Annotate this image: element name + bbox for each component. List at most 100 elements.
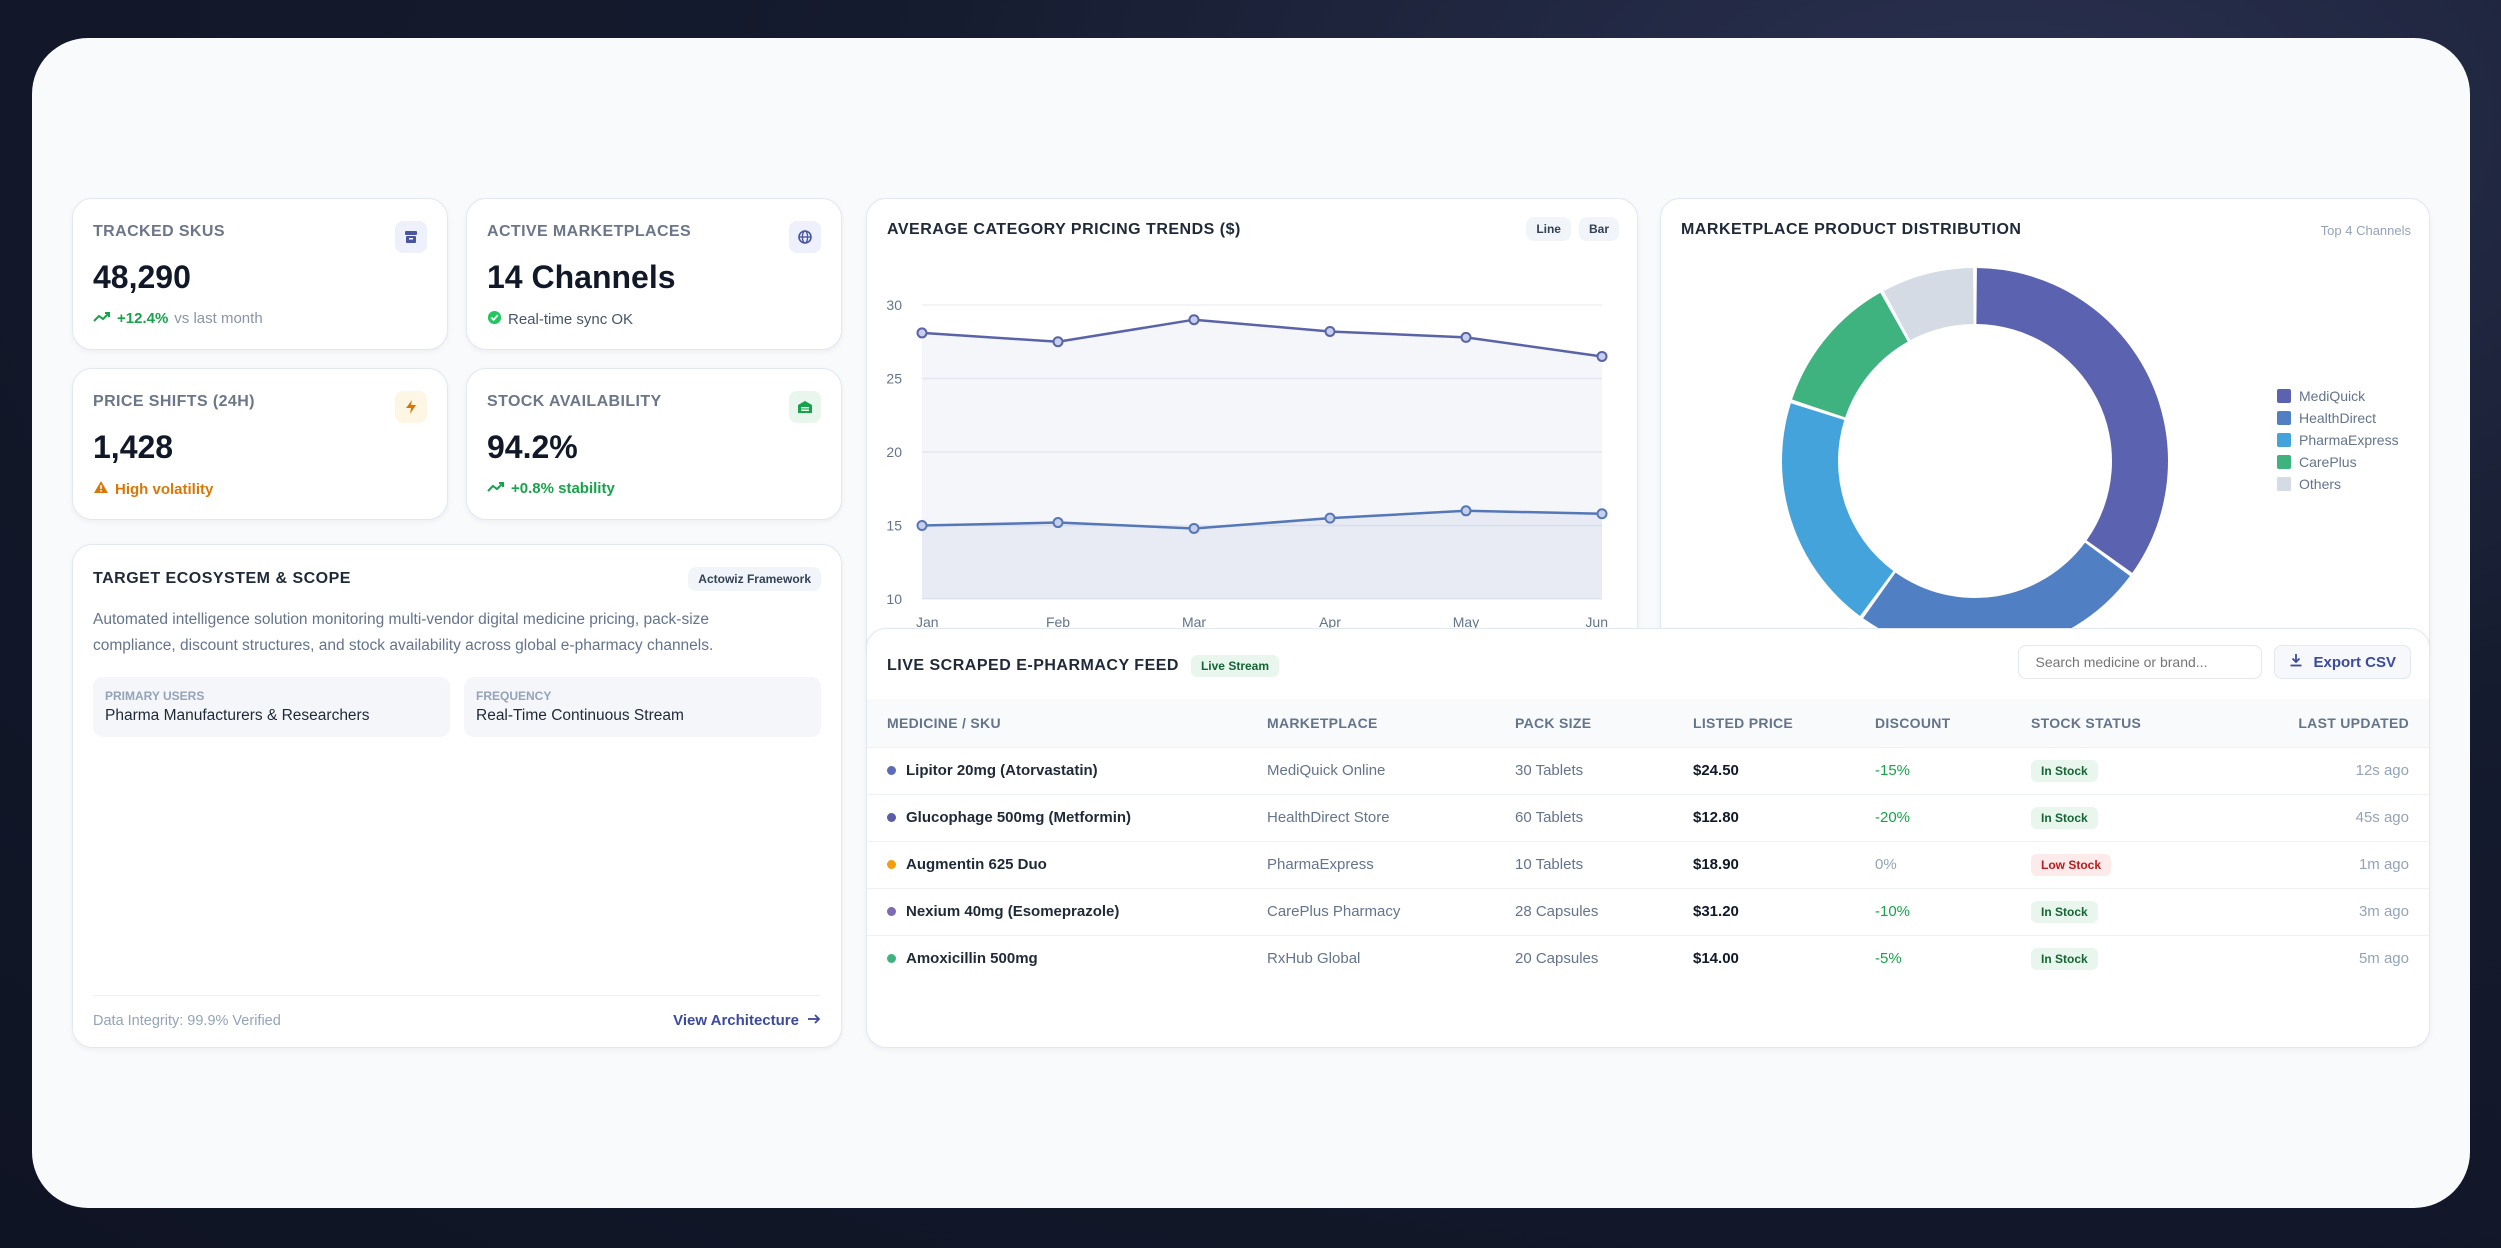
data-point[interactable] (916, 520, 928, 531)
distribution-donut-chart: MediQuick HealthDirect PharmaExpress CarePl… (1782, 268, 2399, 654)
series-area (922, 510, 1602, 599)
pack-size-cell: 10 Tablets (1515, 840, 1693, 888)
column-header-stock-status[interactable]: STOCK STATUS (2031, 714, 2142, 731)
marketplace-dot (887, 860, 896, 869)
legend-label: PharmaExpress (2299, 432, 2399, 448)
table-row[interactable]: Nexium 40mg (Esomeprazole) CarePlus Pharm… (867, 887, 2429, 935)
data-point[interactable] (1460, 331, 1472, 343)
donut-slice[interactable] (1792, 292, 1908, 418)
data-point[interactable] (916, 327, 928, 339)
table-row[interactable]: Amoxicillin 500mg RxHub Global 20 Capsules… (867, 934, 2429, 982)
pricing-trends-card: AVERAGE CATEGORY PRICING TRENDS ($) Line… (866, 198, 1638, 664)
data-point[interactable] (1052, 336, 1064, 348)
frequency-box: FREQUENCY Real-Time Continuous Stream (464, 677, 821, 737)
kpi-tracked-skus: TRACKED SKUS 48,290 +12.4% vs last month (72, 198, 448, 350)
donut-slice[interactable] (1883, 268, 1974, 341)
medicine-name: Nexium 40mg (Esomeprazole) (906, 903, 1120, 920)
listed-price-cell: $18.90 (1693, 840, 1875, 888)
stock-status-cell: Low Stock (2031, 840, 2231, 888)
archive-icon (395, 221, 427, 253)
stock-status-cell: In Stock (2031, 934, 2231, 982)
donut-slice[interactable] (1863, 542, 2130, 654)
column-header-medicine[interactable]: MEDICINE / SKU (887, 714, 1001, 731)
data-point[interactable] (1188, 522, 1200, 534)
series-line (921, 509, 1603, 530)
data-point[interactable] (1596, 350, 1608, 362)
data-point[interactable] (1324, 512, 1336, 524)
discount-cell: -10% (1875, 887, 2031, 935)
kpi-stock-availability: STOCK AVAILABILITY 94.2% +0.8% stability (466, 368, 842, 520)
marketplace-dot (887, 907, 896, 916)
pack-size-cell: 30 Tablets (1515, 746, 1693, 794)
data-point[interactable] (1052, 517, 1064, 529)
export-csv-button[interactable]: Export CSV (2274, 645, 2411, 679)
kpi-value: 14 Channels (487, 259, 676, 295)
kpi-subtext: +0.8% stability (487, 480, 821, 497)
table-row[interactable]: Augmentin 625 Duo PharmaExpress 10 Tablets… (867, 840, 2429, 888)
series-line (921, 318, 1603, 358)
live-stream-badge: Live Stream (1190, 655, 1280, 677)
legend-swatch[interactable] (2277, 455, 2291, 469)
data-point[interactable] (1460, 505, 1472, 517)
table-row[interactable]: Glucophage 500mg (Metformin) HealthDirect… (867, 793, 2429, 841)
medicine-name: Amoxicillin 500mg (906, 950, 1038, 968)
last-updated-cell: 5m ago (2231, 934, 2429, 982)
marketplace-cell: HealthDirect Store (1267, 793, 1515, 841)
y-tick-label: 20 (886, 444, 902, 460)
y-tick-label: 15 (886, 518, 902, 534)
column-header-last-updated[interactable]: LAST UPDATED (2298, 714, 2409, 731)
kpi-label: ACTIVE MARKETPLACES (487, 223, 692, 240)
series-area (922, 319, 1602, 599)
legend-label: MediQuick (2299, 388, 2366, 404)
donut-slice[interactable] (1782, 403, 1894, 616)
pricing-trends-chart: 3025201510JanFebMarAprMayJunCardiovascul… (886, 297, 1608, 657)
legend-swatch[interactable] (2277, 477, 2291, 491)
table-row[interactable]: Lipitor 20mg (Atorvastatin) MediQuick Onl… (867, 746, 2429, 794)
y-tick-label: 10 (886, 591, 902, 607)
column-header-discount[interactable]: DISCOUNT (1875, 714, 1951, 731)
check-circle-icon (487, 310, 502, 329)
listed-price-cell: $12.80 (1693, 793, 1875, 841)
discount-cell: 0% (1875, 840, 2031, 888)
data-point[interactable] (1324, 325, 1336, 337)
kpi-price-shifts: PRICE SHIFTS (24H) 1,428 High volatility (72, 368, 448, 520)
kpi-value: 48,290 (93, 259, 191, 295)
legend-swatch[interactable] (2277, 389, 2291, 403)
y-tick-label: 30 (886, 297, 902, 313)
column-header-listed-price[interactable]: LISTED PRICE (1693, 714, 1794, 731)
legend-swatch[interactable] (2277, 411, 2291, 425)
stock-status-badge: In Stock (2031, 759, 2098, 782)
view-architecture-link[interactable]: View Architecture (673, 1012, 821, 1029)
x-tick-label: Mar (1182, 614, 1206, 630)
trend-up-icon (93, 310, 111, 327)
bar-toggle-button[interactable]: Bar (1578, 217, 1619, 241)
data-point[interactable] (1188, 314, 1200, 326)
primary-users-value: Pharma Manufacturers & Researchers (105, 707, 370, 724)
marketplace-cell: RxHub Global (1267, 934, 1515, 982)
line-toggle-button[interactable]: Line (1526, 217, 1571, 241)
stock-status-cell: In Stock (2031, 746, 2231, 794)
last-updated-cell: 3m ago (2231, 887, 2429, 935)
column-header-marketplace[interactable]: MARKETPLACE (1267, 714, 1378, 731)
globe-icon (789, 221, 821, 253)
x-tick-label: Feb (1046, 614, 1070, 630)
data-integrity-text: Data Integrity: 99.9% Verified (93, 1012, 281, 1029)
export-csv-label: Export CSV (2313, 653, 2396, 671)
stability-status: +0.8% stability (511, 480, 615, 497)
data-point[interactable] (1596, 508, 1608, 520)
medicine-search-input[interactable] (2018, 645, 2263, 679)
marketplace-cell: PharmaExpress (1267, 840, 1515, 888)
last-updated-cell: 1m ago (2231, 840, 2429, 888)
last-updated-cell: 12s ago (2231, 746, 2429, 794)
ecosystem-title: TARGET ECOSYSTEM & SCOPE (93, 570, 351, 587)
legend-swatch[interactable] (2277, 433, 2291, 447)
donut-slice[interactable] (1976, 268, 2168, 573)
kpi-delta: +12.4% (117, 310, 169, 327)
kpi-label: PRICE SHIFTS (24H) (93, 393, 255, 410)
sync-status: Real-time sync OK (508, 311, 634, 328)
discount-cell: -5% (1875, 934, 2031, 982)
pricing-trends-title: AVERAGE CATEGORY PRICING TRENDS ($) (887, 221, 1241, 238)
legend-label: Others (2299, 476, 2341, 492)
medicine-cell: Amoxicillin 500mg (867, 934, 1267, 982)
column-header-pack-size[interactable]: PACK SIZE (1515, 714, 1592, 731)
